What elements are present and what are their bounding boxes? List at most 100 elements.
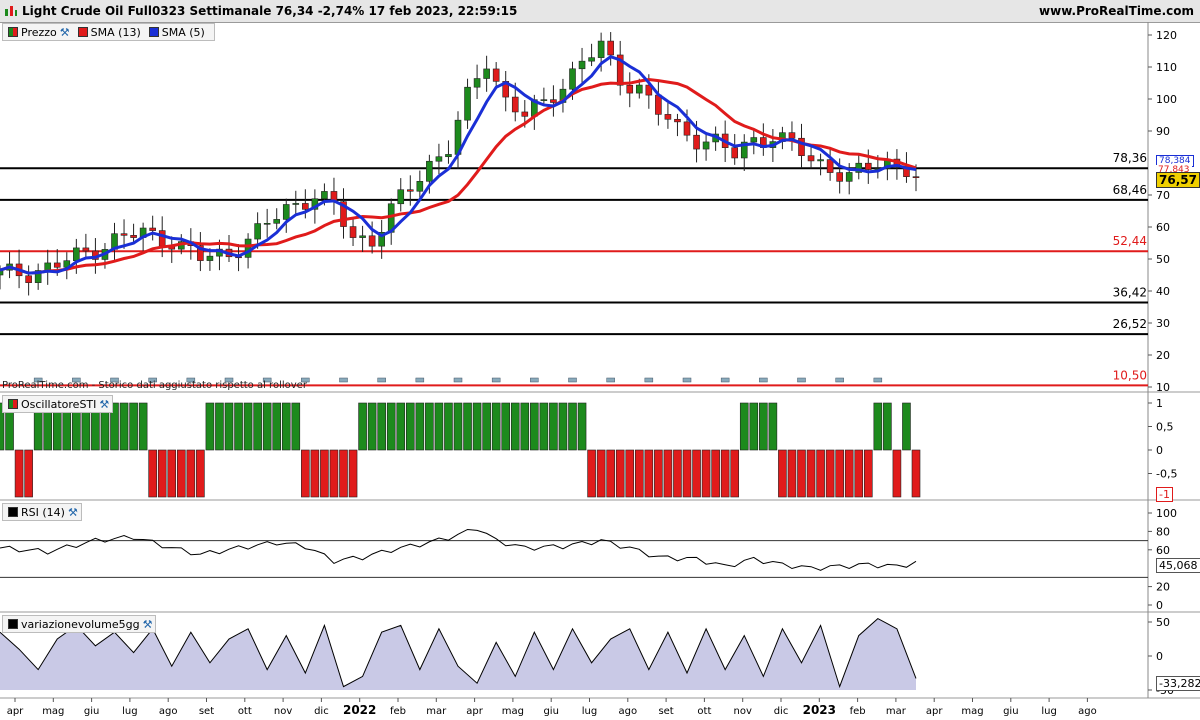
sti-tick-label: -0,5 [1156, 468, 1177, 481]
price-legend[interactable]: Prezzo ⚒ SMA (13) SMA (5) [2, 23, 215, 41]
sti-bar [835, 449, 844, 498]
legend-sma13[interactable]: SMA (13) [76, 26, 141, 39]
x-tick-label: mag [961, 706, 983, 717]
rsi-tick-label: 60 [1156, 544, 1170, 557]
candle-body [302, 203, 309, 210]
level-label: 68,46 [1113, 183, 1147, 197]
level-label: 26,52 [1113, 317, 1147, 331]
candle-body [616, 54, 624, 86]
sti-bar [520, 402, 530, 451]
event-marker [606, 377, 615, 383]
sti-bar [825, 449, 835, 498]
sti-bar [654, 449, 663, 498]
sti-bar [358, 402, 367, 451]
candle-body [826, 159, 834, 173]
wrench-icon[interactable]: ⚒ [59, 25, 70, 39]
candle-body [44, 262, 52, 271]
sti-bar [234, 402, 243, 451]
wrench-icon[interactable]: ⚒ [99, 397, 110, 411]
candle-body [426, 160, 433, 182]
event-marker [797, 377, 806, 383]
candle-body [292, 203, 300, 205]
sti-bar [157, 449, 167, 498]
sti-bar [549, 402, 558, 451]
sti-bar [816, 449, 825, 498]
wrench-icon[interactable]: ⚒ [67, 505, 78, 519]
candle-body [607, 40, 614, 56]
x-tick-label: giu [543, 706, 558, 717]
event-marker [568, 377, 577, 383]
sti-bar [692, 449, 701, 498]
event-marker [377, 377, 386, 383]
candle-body [244, 238, 252, 258]
sti-bar [310, 449, 320, 498]
sti-bar [854, 449, 864, 498]
sti-bar [434, 402, 444, 451]
sti-bar [396, 402, 406, 451]
candle-body [540, 99, 548, 101]
candle-body [740, 141, 748, 159]
sti-bar [730, 449, 740, 498]
candle-body [683, 121, 691, 136]
sti-bar [224, 402, 234, 451]
x-tick-label: ott [697, 706, 711, 717]
candle-body [817, 159, 824, 162]
wrench-icon[interactable]: ⚒ [142, 617, 153, 631]
sti-bar [472, 402, 482, 451]
sti-swatch [8, 399, 18, 409]
candle-body [273, 219, 281, 224]
sti-legend[interactable]: OscillatoreSTI ⚒ [2, 395, 114, 413]
candle-body [635, 84, 643, 94]
event-marker [33, 377, 43, 383]
event-marker [720, 377, 730, 383]
sti-bar [186, 449, 196, 498]
sti-bar [749, 402, 759, 451]
event-marker [415, 377, 425, 383]
volume-legend[interactable]: variazionevolume5gg ⚒ [2, 615, 157, 633]
event-marker [262, 377, 272, 383]
sti-bar [787, 449, 797, 498]
sti-bar [243, 402, 253, 451]
sti-bar [797, 449, 806, 498]
rsi-legend[interactable]: RSI (14) ⚒ [2, 503, 82, 521]
sti-bar [596, 449, 606, 498]
sti-bar [606, 449, 615, 498]
price-tick-label: 120 [1156, 29, 1177, 42]
sti-bar [720, 449, 730, 498]
candle-body [158, 230, 166, 247]
x-tick-label: dic [774, 706, 789, 717]
candle-body [82, 247, 90, 252]
candle-body [864, 162, 872, 170]
sti-bar [759, 402, 768, 451]
rsi-line [0, 528, 917, 571]
sma5-swatch [148, 27, 159, 37]
candle-body [626, 84, 634, 94]
sti-bar [14, 449, 24, 498]
event-marker [72, 377, 81, 383]
current-price-badge: 76,57 [1156, 172, 1200, 188]
sti-bar [24, 449, 33, 498]
legend-sma5[interactable]: SMA (5) [147, 26, 205, 39]
price-tick-label: 40 [1156, 285, 1170, 298]
x-tick-label: apr [466, 706, 483, 717]
candle-body [340, 201, 347, 227]
x-tick-label: lug [1041, 706, 1056, 717]
candle-body [25, 275, 32, 283]
brand-link[interactable]: www.ProRealTime.com [1039, 4, 1194, 18]
candle-body [492, 68, 500, 82]
candle-body [397, 189, 405, 205]
sti-bar [281, 402, 291, 451]
event-marker [301, 377, 310, 383]
sti-bar [415, 402, 425, 451]
sti-bar [167, 449, 177, 498]
sti-bar [386, 402, 396, 451]
candle-body [445, 154, 452, 158]
candle-body [206, 255, 214, 261]
event-marker [644, 377, 654, 383]
candle-body [349, 226, 357, 238]
candle-body [120, 233, 128, 236]
sti-bar [196, 449, 205, 498]
legend-price[interactable]: Prezzo ⚒ [6, 26, 70, 39]
chart-title: Light Crude Oil Full0323 Settimanale 76,… [22, 4, 518, 18]
